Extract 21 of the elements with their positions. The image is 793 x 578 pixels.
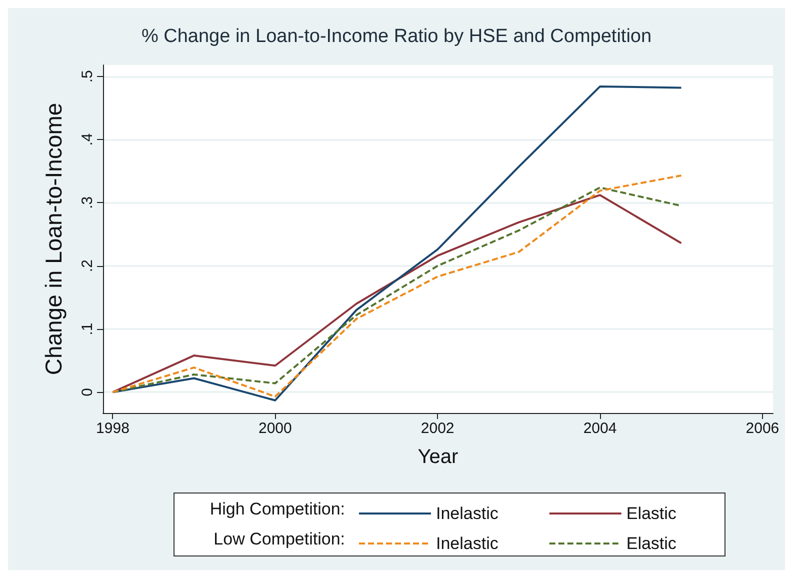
y-tick-label: .1 (79, 322, 96, 336)
x-axis-title: Year (418, 446, 459, 468)
y-axis-title: Change in Loan-to-Income (40, 102, 66, 376)
text: Low Competition: (214, 530, 345, 548)
x-tick-label: 2004 (583, 420, 617, 437)
legend-label: Inelastic (436, 534, 499, 553)
x-tick-label: 2006 (746, 420, 780, 437)
legend-label: Inelastic (436, 504, 499, 523)
text: High Competition: (210, 500, 345, 518)
y-tick-label: .4 (79, 133, 96, 146)
x-tick-label: 1998 (96, 420, 130, 437)
line-series (112, 85, 682, 402)
y-tick-label: .3 (79, 196, 96, 209)
y-tick-label: .5 (79, 70, 96, 83)
x-tick-label: 2002 (420, 420, 454, 437)
legend-label: Elastic (626, 504, 677, 523)
y-tick-label: 0 (79, 388, 96, 396)
chart-title: % Change in Loan-to-Income Ratio by HSE and Competition (141, 26, 652, 47)
y-tick-label: .2 (79, 260, 96, 272)
x-tick-label: 2000 (258, 420, 292, 437)
legend-label: Elastic (626, 534, 677, 553)
